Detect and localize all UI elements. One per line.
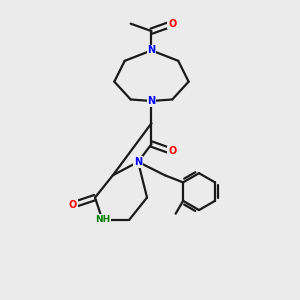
Text: N: N xyxy=(147,45,155,56)
Text: O: O xyxy=(168,19,176,29)
Text: H: H xyxy=(98,215,106,225)
Text: N: N xyxy=(134,157,142,167)
Text: N: N xyxy=(147,96,155,106)
Text: O: O xyxy=(69,200,77,210)
Text: NH: NH xyxy=(95,215,110,224)
Text: O: O xyxy=(168,146,176,157)
